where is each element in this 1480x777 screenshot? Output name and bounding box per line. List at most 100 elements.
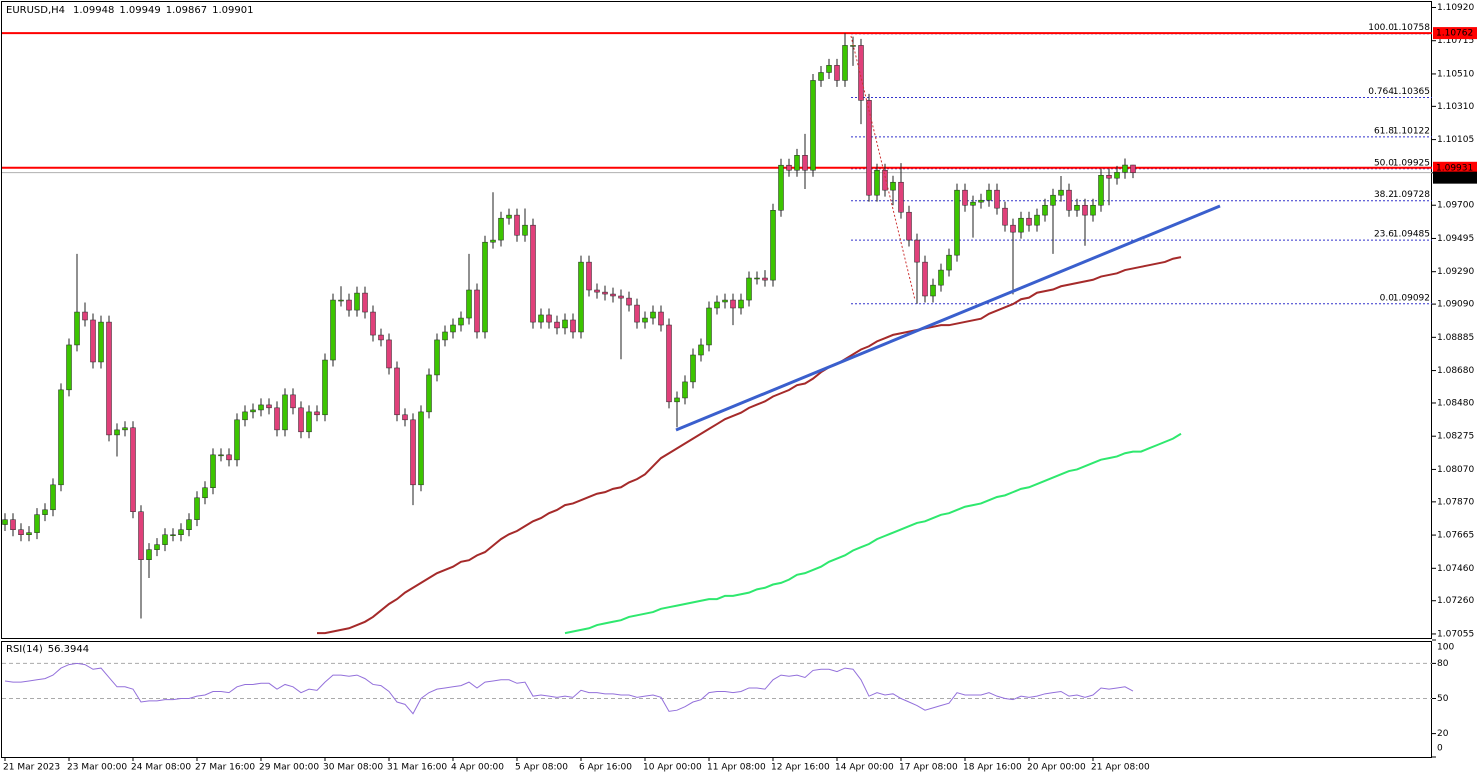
open-value: 1.09948	[73, 5, 114, 16]
candle-body	[426, 374, 432, 413]
candle-body	[666, 324, 672, 403]
candle-body	[562, 319, 568, 329]
candle-body	[522, 224, 528, 236]
fibonacci-price: 1.09092	[1393, 293, 1430, 303]
y-tick-label: 1.09495	[1437, 234, 1474, 244]
candle-body	[794, 155, 800, 171]
candle-body	[914, 239, 920, 263]
y-tick-label: 1.07665	[1437, 531, 1474, 541]
candle-body	[66, 344, 72, 391]
rsi-tick-label: 0	[1437, 744, 1443, 754]
candle-body	[90, 319, 96, 363]
candle-body	[1042, 204, 1048, 216]
candle-body	[74, 311, 80, 346]
chart-header: EURUSD,H4 1.09948 1.09949 1.09867 1.09901	[6, 5, 253, 16]
candle-body	[434, 339, 440, 376]
fibonacci-base-line	[850, 35, 916, 301]
candle-body	[506, 214, 512, 219]
y-tick-label: 1.10310	[1437, 102, 1474, 112]
candle-body	[634, 304, 640, 323]
candle-body	[370, 311, 376, 336]
fibonacci-price: 1.09485	[1393, 230, 1430, 240]
candle-body	[970, 201, 976, 206]
price-tag	[1433, 27, 1477, 40]
x-tick-label: 10 Apr 00:00	[643, 763, 702, 773]
candle-body	[858, 45, 864, 101]
candle-body	[58, 389, 64, 486]
candle-body	[786, 164, 792, 171]
x-tick-label: 21 Apr 08:00	[1091, 763, 1150, 773]
fibonacci-ratio: 61.8	[1374, 126, 1394, 136]
candle-body	[570, 319, 576, 333]
rsi-tick-label: 50	[1437, 694, 1449, 704]
candle-body	[602, 291, 608, 295]
candle-body	[1066, 189, 1072, 211]
candle-body	[578, 261, 584, 333]
x-tick-label: 18 Apr 16:00	[963, 763, 1022, 773]
y-tick-label: 1.08885	[1437, 333, 1474, 343]
candle-body	[338, 299, 344, 302]
candle-body	[1026, 217, 1032, 226]
candle-body	[626, 297, 632, 306]
high-value: 1.09949	[119, 5, 160, 16]
candle-body	[938, 269, 944, 286]
candle-body	[890, 181, 896, 191]
y-tick-label: 1.10920	[1437, 3, 1474, 13]
candle-body	[546, 314, 552, 323]
candle-body	[42, 509, 48, 515]
candle-body	[10, 519, 16, 530]
price-panel	[1, 1, 1432, 639]
candle-body	[762, 277, 768, 281]
candle-body	[162, 534, 168, 545]
close-value: 1.09901	[212, 5, 253, 16]
candle-body	[1106, 174, 1112, 179]
fibonacci-ratio: 38.2	[1374, 190, 1394, 200]
candle-body	[82, 311, 88, 321]
candle-body	[378, 334, 384, 341]
candle-body	[810, 80, 816, 171]
y-tick-label: 1.09700	[1437, 201, 1474, 211]
candle-body	[186, 519, 192, 530]
candle-body	[770, 210, 776, 281]
candle-body	[594, 289, 600, 293]
candle-body	[842, 45, 848, 81]
candle-body	[1018, 217, 1024, 233]
candle-body	[258, 404, 264, 411]
symbol: EURUSD,H4	[6, 5, 65, 16]
candle-body	[930, 284, 936, 297]
candle-body	[50, 484, 56, 511]
rsi-panel	[1, 641, 1432, 758]
candle-body	[410, 419, 416, 486]
x-tick-label: 6 Apr 16:00	[579, 763, 632, 773]
candle-body	[210, 454, 216, 488]
fibonacci-ratio: 50.0	[1374, 158, 1394, 168]
candle-body	[738, 299, 744, 309]
candle-body	[682, 381, 688, 399]
y-tick-label: 1.09290	[1437, 267, 1474, 277]
fibonacci-price: 1.09925	[1393, 158, 1430, 168]
fibonacci-ratio: 0.0	[1380, 293, 1395, 303]
rsi-header: RSI(14) 56.3944	[6, 644, 89, 655]
candle-body	[202, 487, 208, 499]
candle-body	[450, 324, 456, 333]
candle-body	[154, 544, 160, 550]
y-tick-label: 1.10715	[1437, 36, 1474, 46]
candle-body	[18, 529, 24, 536]
candle-body	[610, 293, 616, 297]
candle-body	[290, 394, 296, 409]
candle-body	[242, 411, 248, 421]
candle-body	[898, 181, 904, 213]
moving-average	[317, 256, 1182, 635]
rsi-tick-label: 80	[1437, 659, 1449, 669]
x-tick-label: 31 Mar 16:00	[387, 763, 447, 773]
candle-body	[586, 261, 592, 291]
candle-body	[314, 411, 320, 416]
bid-tag	[1433, 171, 1477, 184]
fibonacci-ratio: 100.0	[1368, 23, 1394, 33]
x-tick-label: 20 Apr 00:00	[1027, 763, 1086, 773]
y-tick-label: 1.07870	[1437, 497, 1474, 507]
candle-body	[922, 261, 928, 297]
candle-body	[474, 289, 480, 333]
candle-body	[834, 65, 840, 81]
candle-body	[418, 411, 424, 486]
